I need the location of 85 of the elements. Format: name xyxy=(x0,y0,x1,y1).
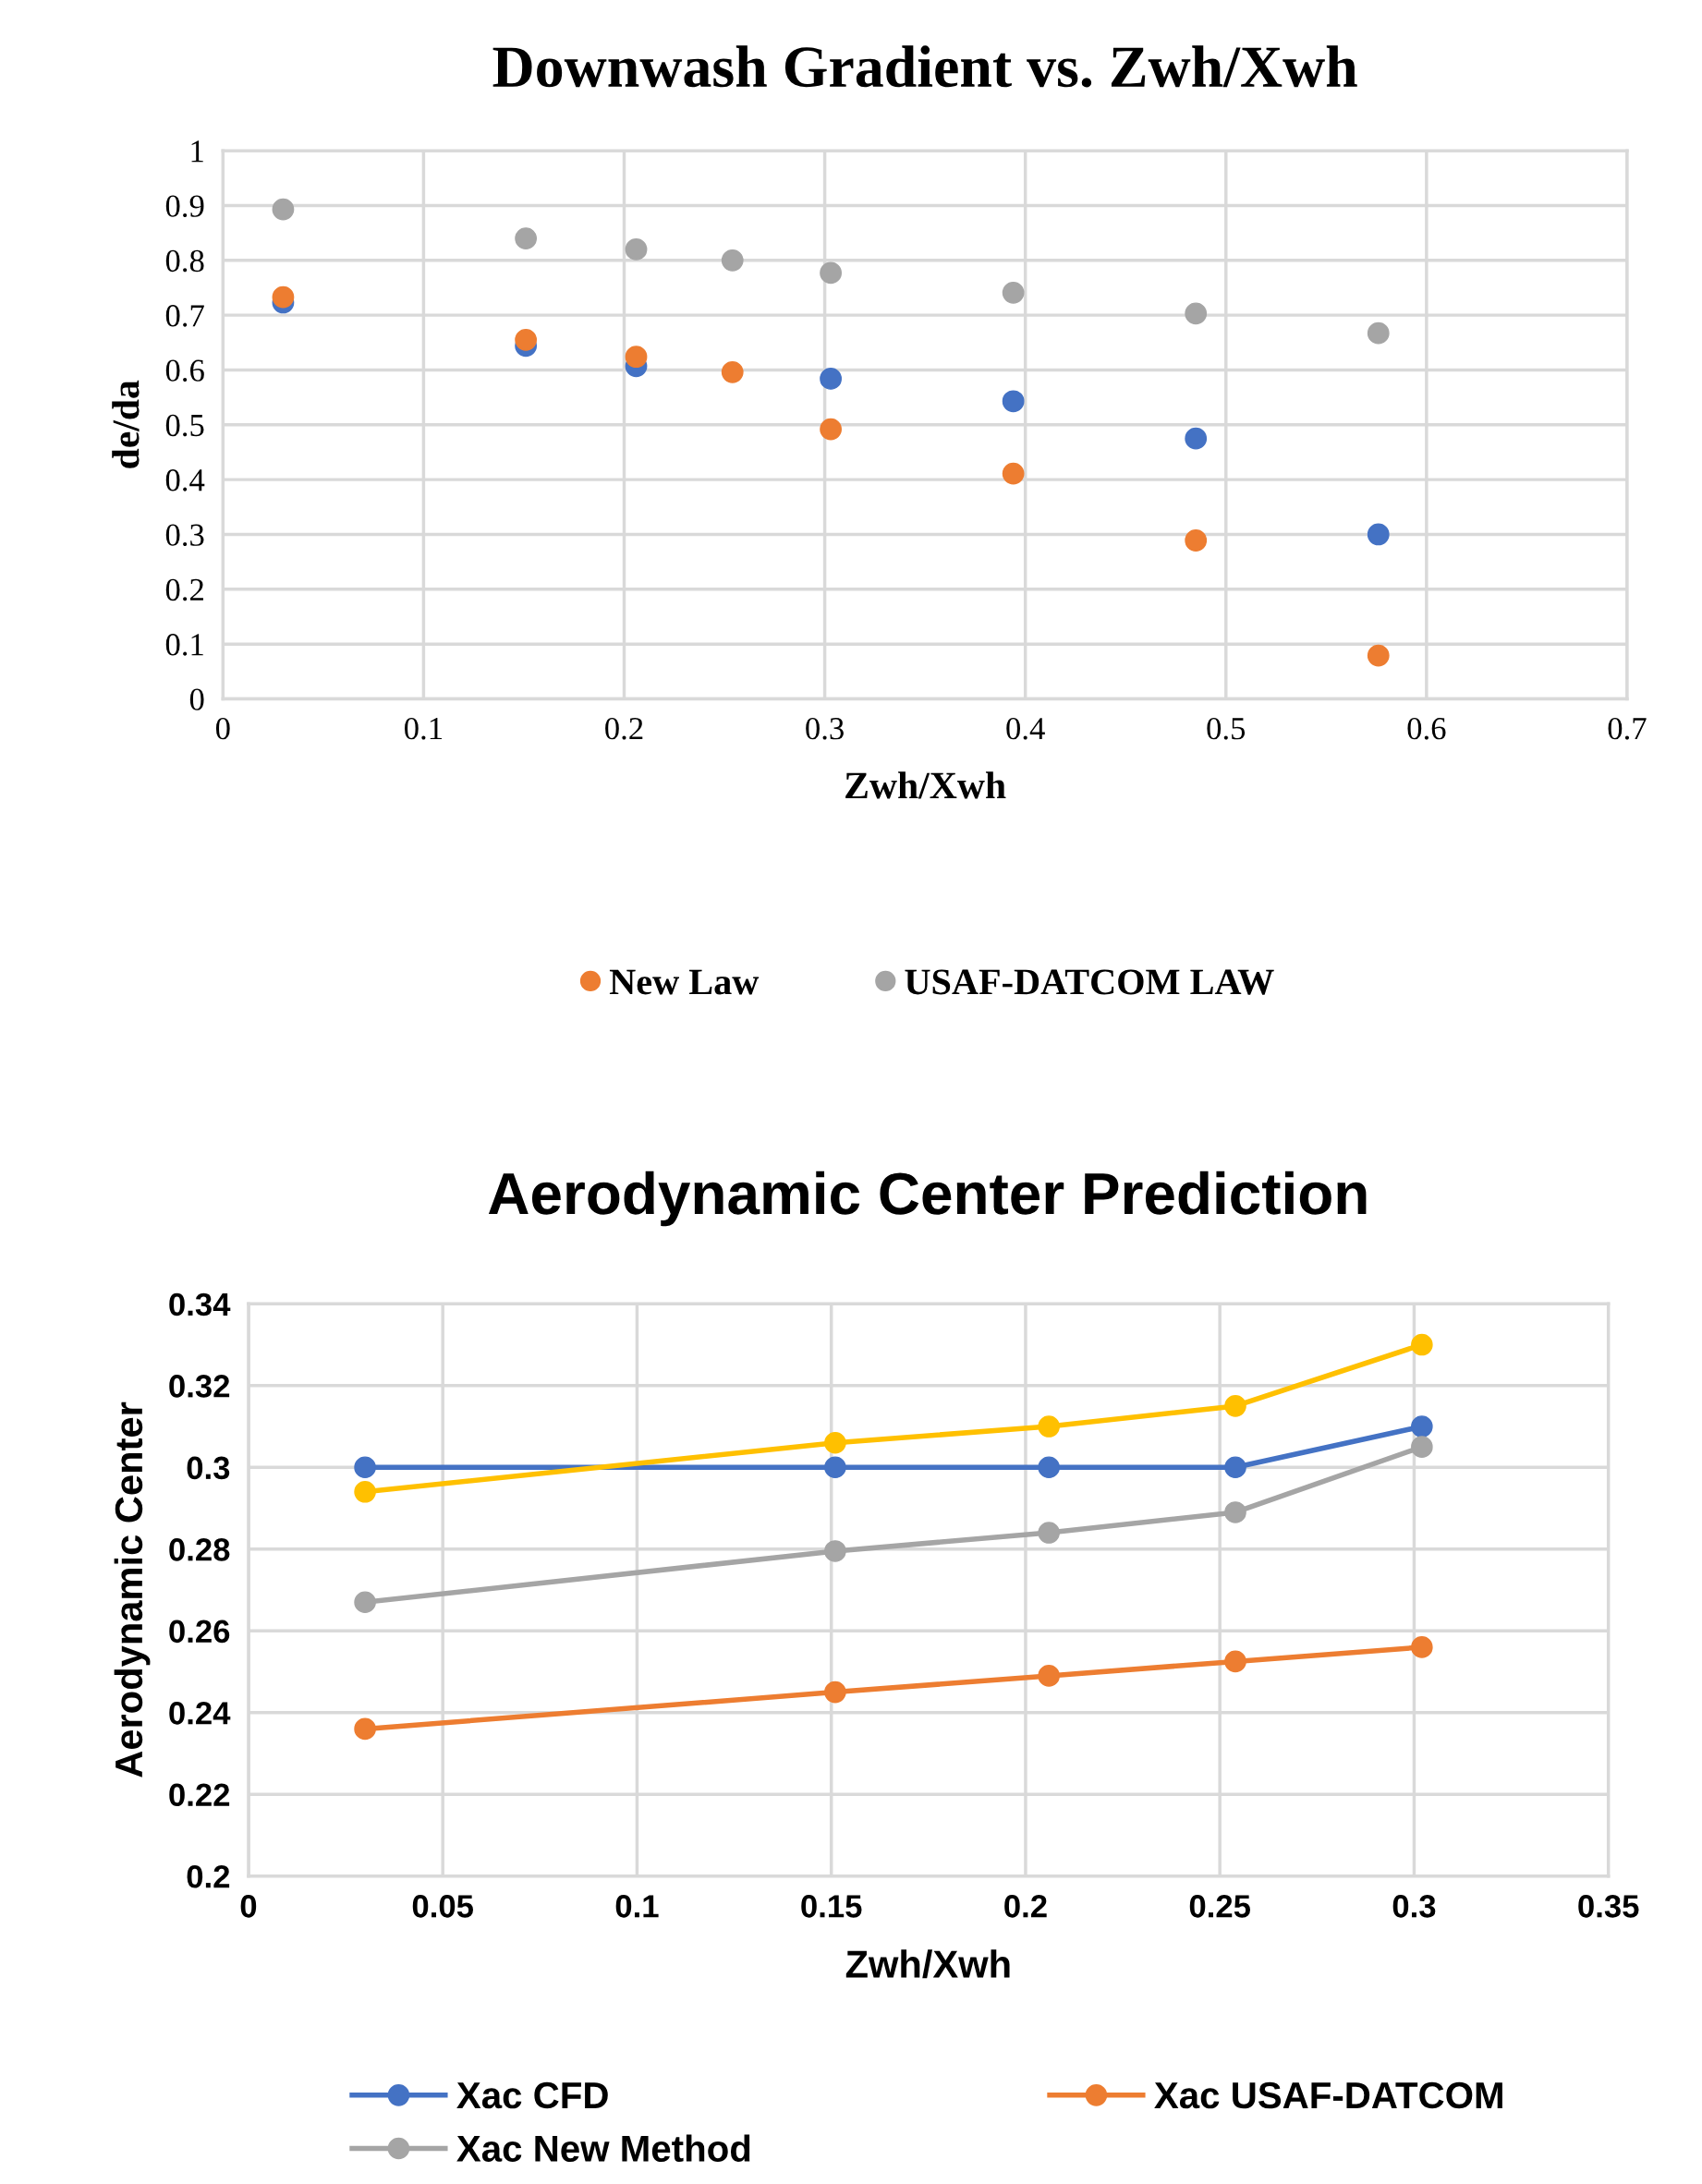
y-tick-label: 0.1 xyxy=(165,634,203,656)
y-tick-label: 0.28 xyxy=(169,1538,230,1561)
x-tick-label: 0.7 xyxy=(1608,717,1647,740)
chart-title: Aerodynamic Center Prediction xyxy=(488,1171,1367,1227)
point xyxy=(824,1680,846,1704)
y-tick-label: 0.6 xyxy=(165,359,204,382)
point xyxy=(1411,1636,1433,1658)
point xyxy=(1224,1501,1246,1523)
y-tick-label: 0.5 xyxy=(165,414,204,437)
y-tick-label: 0.3 xyxy=(187,1456,230,1480)
chart-title: Downwash Gradient vs. Zwh/Xwh xyxy=(492,45,1357,88)
point xyxy=(721,360,744,383)
x-tick-label: 0.3 xyxy=(1392,1895,1436,1918)
x-tick-label: 0.6 xyxy=(1407,717,1446,740)
point xyxy=(1038,1456,1060,1479)
y-tick-label: 0.24 xyxy=(169,1702,231,1725)
point xyxy=(1038,1665,1060,1687)
y-tick-label: 0.9 xyxy=(165,195,204,217)
y-tick-label: 0.3 xyxy=(165,524,204,547)
point xyxy=(1002,462,1025,485)
point xyxy=(824,1431,846,1454)
point xyxy=(721,249,744,272)
y-tick-label: 1 xyxy=(191,140,203,163)
y-tick-label: 0 xyxy=(189,688,204,710)
point xyxy=(625,346,648,369)
legend-label: New Law xyxy=(609,969,760,995)
point xyxy=(1411,1333,1433,1356)
point xyxy=(354,1717,376,1741)
point xyxy=(1224,1456,1246,1479)
y-tick-label: 0.22 xyxy=(169,1783,230,1807)
point xyxy=(515,328,538,351)
x-tick-label: 0.05 xyxy=(412,1895,474,1918)
y-axis-title: Aerodynamic Center xyxy=(114,1401,151,1778)
point xyxy=(1224,1395,1246,1417)
x-tick-label: 0.35 xyxy=(1578,1895,1639,1918)
point xyxy=(820,418,842,441)
x-tick-label: 0.5 xyxy=(1207,717,1246,740)
legend-label: USAF-DATCOM LAW xyxy=(905,969,1274,995)
point xyxy=(1038,1522,1060,1544)
x-tick-label: 0.15 xyxy=(801,1895,862,1918)
y-tick-label: 0.32 xyxy=(169,1375,230,1398)
point xyxy=(1185,529,1208,552)
point xyxy=(1367,322,1390,345)
y-tick-label: 0.4 xyxy=(165,469,205,491)
point xyxy=(1185,427,1208,450)
point xyxy=(354,1591,376,1614)
y-tick-label: 0.2 xyxy=(165,578,203,601)
point xyxy=(1411,1415,1433,1438)
x-tick-label: 0.1 xyxy=(405,717,443,740)
x-tick-label: 0.4 xyxy=(1006,717,1045,740)
point xyxy=(820,261,842,285)
x-tick-label: 0.2 xyxy=(1004,1895,1047,1918)
x-tick-label: 0 xyxy=(240,1895,257,1918)
point xyxy=(272,285,295,309)
point xyxy=(1367,644,1390,667)
y-tick-label: 0.2 xyxy=(187,1865,230,1888)
x-axis-title: Zwh/Xwh xyxy=(845,1949,1010,1979)
point xyxy=(1367,523,1390,546)
point xyxy=(1002,281,1025,304)
point xyxy=(824,1540,846,1562)
y-tick-label: 0.34 xyxy=(169,1292,231,1316)
point xyxy=(515,227,538,249)
point xyxy=(1411,1436,1433,1458)
y-tick-label: 0.26 xyxy=(169,1620,230,1644)
x-axis-title: Zwh/Xwh xyxy=(845,771,1006,799)
legend-label: Xac New Method xyxy=(456,2134,750,2163)
x-tick-label: 0.2 xyxy=(605,717,643,740)
y-tick-label: 0.8 xyxy=(165,249,204,273)
x-tick-label: 0.3 xyxy=(806,717,844,740)
point xyxy=(272,198,295,221)
point xyxy=(354,1481,376,1503)
point xyxy=(354,1456,376,1479)
point xyxy=(1185,302,1208,325)
point xyxy=(820,368,842,390)
legend-label: Xac USAF-DATCOM xyxy=(1154,2081,1502,2109)
x-tick-label: 0.25 xyxy=(1189,1895,1251,1918)
legend-label: Xac CFD xyxy=(456,2081,608,2109)
point xyxy=(1038,1415,1060,1438)
x-tick-label: 0.1 xyxy=(615,1895,659,1918)
point xyxy=(1224,1650,1246,1673)
y-axis-title: de/da xyxy=(112,380,140,468)
point xyxy=(824,1456,846,1479)
y-tick-label: 0.7 xyxy=(165,305,204,327)
point xyxy=(625,238,648,261)
point xyxy=(1002,390,1025,413)
